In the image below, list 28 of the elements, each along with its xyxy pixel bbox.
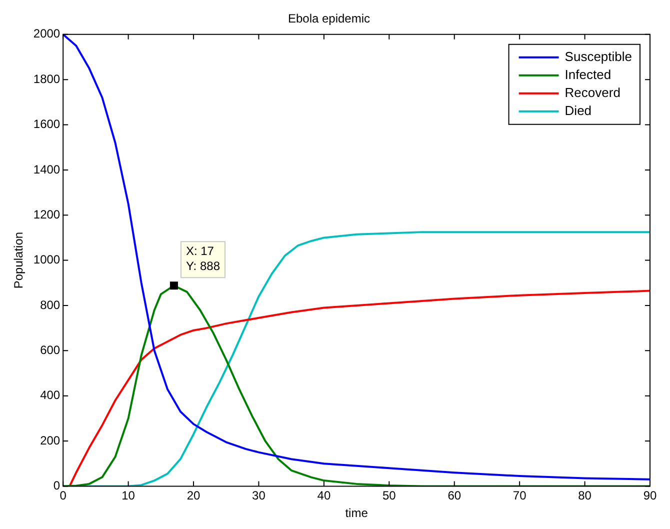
x-tick-label: 40 bbox=[317, 488, 331, 503]
x-tick-label: 10 bbox=[122, 488, 136, 503]
y-tick-label: 2000 bbox=[33, 26, 60, 41]
legend-label: Susceptible bbox=[564, 48, 632, 64]
x-tick-label: 50 bbox=[382, 488, 396, 503]
y-tick-label: 400 bbox=[40, 388, 60, 402]
y-tick-label: 1000 bbox=[33, 252, 60, 267]
x-tick-label: 20 bbox=[186, 488, 201, 503]
y-axis-title: Population bbox=[12, 232, 26, 289]
x-tick-label: 30 bbox=[252, 488, 266, 503]
y-tick-label: 600 bbox=[40, 342, 60, 357]
x-tick-label: 60 bbox=[448, 488, 462, 503]
y-tick-label: 1200 bbox=[33, 207, 60, 222]
legend-label: Infected bbox=[564, 66, 612, 82]
y-tick-label: 1400 bbox=[33, 162, 60, 176]
x-tick-label: 80 bbox=[578, 488, 592, 503]
y-tick-label: 1800 bbox=[33, 72, 60, 86]
y-tick-label: 1600 bbox=[33, 117, 60, 132]
annotation: X: 17 Y: 888 bbox=[186, 244, 220, 273]
x-tick-label: 90 bbox=[643, 488, 657, 503]
x-axis-title: time bbox=[345, 506, 368, 520]
y-tick-label: 800 bbox=[40, 298, 60, 312]
legend-label: Died bbox=[564, 102, 592, 118]
chart-title: Ebola epidemic bbox=[288, 12, 370, 26]
legend-label: Recoverd bbox=[564, 84, 620, 100]
y-tick-label: 200 bbox=[40, 433, 60, 448]
y-tick-label: 0 bbox=[53, 478, 60, 493]
x-tick-label: 70 bbox=[512, 488, 527, 503]
